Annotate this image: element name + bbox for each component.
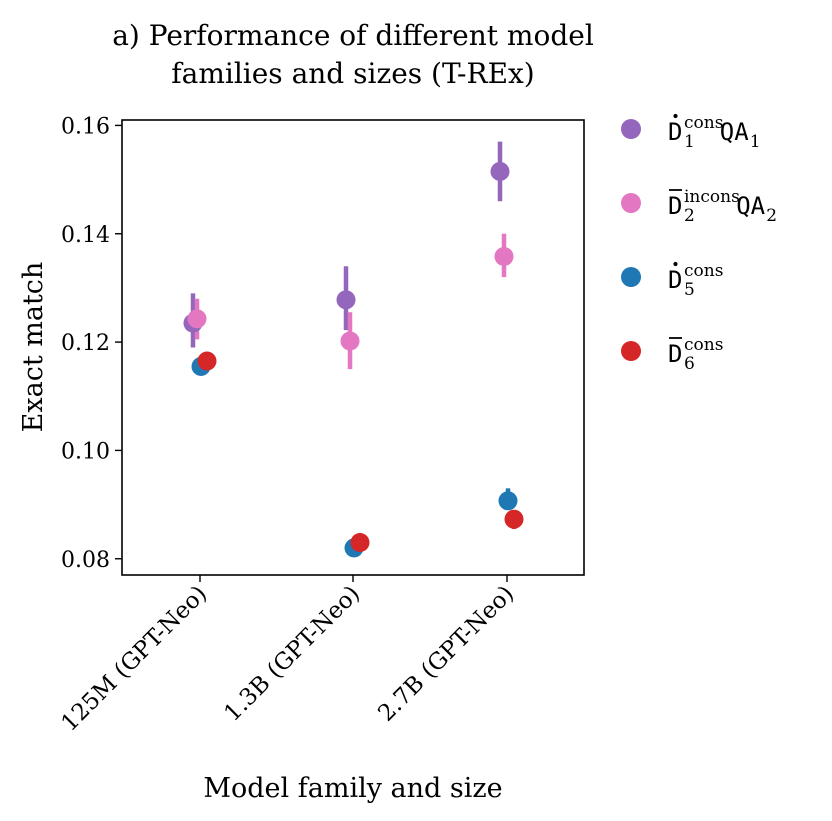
legend-tail-subscript: 1 [750,132,761,152]
legend-symbol: D [668,340,682,368]
legend-dot-accent [673,113,678,119]
legend-marker [621,119,641,139]
legend-tail: QA [720,118,749,146]
data-point [336,290,356,310]
legend-marker [621,341,641,361]
x-tick-label: 125M (GPT-Neo) [56,581,212,737]
x-tick-label: 1.3B (GPT-Neo) [219,581,365,727]
legend-superscript: cons [684,335,723,355]
x-axis-ticks: 125M (GPT-Neo) 1.3B (GPT-Neo) 2.7B (GPT-Ne… [56,575,519,737]
legend-dot-accent [673,261,678,267]
data-point [340,331,360,351]
legend-marker [621,267,641,287]
legend-symbol: D [668,192,682,220]
y-tick-label: 0.14 [61,223,110,248]
legend-subscript: 1 [684,132,695,152]
legend-subscript: 5 [684,280,695,300]
legend-superscript: incons [684,187,740,207]
chart-title-line-1: a) Performance of different model [112,19,594,52]
legend-tail: QA [736,192,765,220]
legend-symbol: D [668,266,682,294]
legend-symbol: D [668,118,682,146]
x-axis-label: Model family and size [203,773,502,804]
data-point [197,351,217,371]
data-point [350,533,370,552]
data-point [494,247,514,266]
legend-subscript: 2 [684,206,695,226]
data-point [504,509,524,529]
legend-subscript: 6 [684,354,695,374]
y-axis-ticks: 0.08 0.10 0.12 0.14 0.16 [61,114,122,573]
x-tick-label: 2.7B (GPT-Neo) [373,581,519,727]
y-axis-label: Exact match [18,262,49,433]
data-point [490,161,510,181]
y-tick-label: 0.08 [61,548,110,573]
data-point [498,491,518,511]
data-point [187,309,207,329]
legend-marker [621,193,641,213]
y-tick-label: 0.12 [61,331,110,356]
y-tick-label: 0.10 [61,439,110,464]
legend-superscript: cons [684,261,723,281]
chart-title-line-2: families and sizes (T-REx) [171,57,534,90]
data-points [183,161,524,558]
legend-superscript: cons [684,113,723,133]
legend-tail-subscript: 2 [766,206,777,226]
y-tick-label: 0.16 [61,114,110,139]
